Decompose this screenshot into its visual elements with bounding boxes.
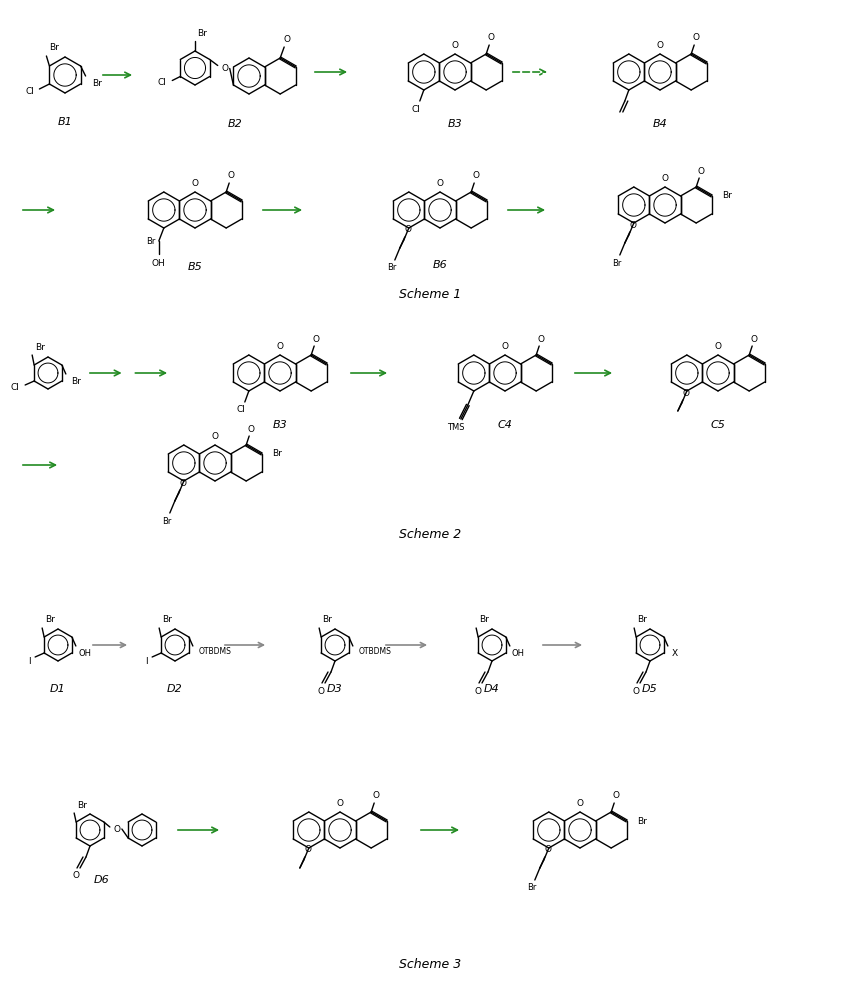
Text: D6: D6 bbox=[94, 875, 110, 885]
Text: Br: Br bbox=[50, 43, 59, 52]
Text: O: O bbox=[247, 424, 254, 434]
Text: O: O bbox=[192, 179, 198, 188]
Text: Br: Br bbox=[612, 258, 622, 267]
Text: Br: Br bbox=[162, 516, 172, 526]
Text: O: O bbox=[337, 799, 344, 808]
Text: B6: B6 bbox=[433, 260, 448, 270]
Text: Br: Br bbox=[162, 615, 172, 624]
Text: B5: B5 bbox=[187, 262, 203, 272]
Text: I: I bbox=[27, 656, 30, 666]
Text: O: O bbox=[452, 41, 459, 50]
Text: OTBDMS: OTBDMS bbox=[198, 648, 231, 656]
Text: B2: B2 bbox=[228, 119, 242, 129]
Text: Br: Br bbox=[387, 263, 397, 272]
Text: Br: Br bbox=[637, 615, 647, 624]
Text: C4: C4 bbox=[497, 420, 513, 430]
Text: O: O bbox=[576, 799, 583, 808]
Text: O: O bbox=[698, 166, 704, 176]
Text: D5: D5 bbox=[643, 684, 658, 694]
Text: Br: Br bbox=[479, 615, 489, 624]
Text: C5: C5 bbox=[710, 420, 726, 430]
Text: O: O bbox=[113, 824, 120, 834]
Text: OH: OH bbox=[152, 258, 166, 267]
Text: B4: B4 bbox=[653, 119, 667, 129]
Text: O: O bbox=[405, 226, 411, 234]
Text: I: I bbox=[145, 656, 148, 666]
Text: D4: D4 bbox=[484, 684, 500, 694]
Text: Br: Br bbox=[35, 342, 45, 352]
Text: O: O bbox=[277, 342, 283, 351]
Text: B1: B1 bbox=[58, 117, 72, 127]
Text: O: O bbox=[751, 334, 758, 344]
Text: O: O bbox=[656, 41, 663, 50]
Text: OH: OH bbox=[511, 648, 524, 658]
Text: B3: B3 bbox=[448, 119, 462, 129]
Text: Scheme 2: Scheme 2 bbox=[399, 528, 461, 542]
Text: O: O bbox=[682, 388, 689, 397]
Text: Br: Br bbox=[722, 192, 732, 200]
Text: O: O bbox=[612, 792, 619, 800]
Text: D2: D2 bbox=[168, 684, 183, 694]
Text: B3: B3 bbox=[272, 420, 288, 430]
Text: O: O bbox=[545, 846, 551, 854]
Text: TMS: TMS bbox=[447, 422, 465, 432]
Text: D1: D1 bbox=[50, 684, 66, 694]
Text: Scheme 3: Scheme 3 bbox=[399, 958, 461, 972]
Text: Br: Br bbox=[637, 816, 647, 826]
Text: O: O bbox=[222, 64, 228, 73]
Text: O: O bbox=[474, 686, 482, 696]
Text: Cl: Cl bbox=[158, 78, 167, 87]
Text: O: O bbox=[488, 33, 495, 42]
Text: O: O bbox=[283, 34, 290, 43]
Text: Br: Br bbox=[322, 615, 332, 624]
Text: Scheme 1: Scheme 1 bbox=[399, 288, 461, 302]
Text: O: O bbox=[180, 479, 186, 488]
Text: O: O bbox=[304, 846, 311, 854]
Text: O: O bbox=[313, 334, 320, 344]
Text: O: O bbox=[630, 221, 637, 230]
Text: O: O bbox=[715, 342, 722, 351]
Text: Br: Br bbox=[527, 884, 537, 892]
Text: OH: OH bbox=[78, 648, 91, 658]
Text: O: O bbox=[538, 334, 545, 344]
Text: D3: D3 bbox=[327, 684, 343, 694]
Text: Br: Br bbox=[146, 236, 155, 245]
Text: Cl: Cl bbox=[236, 406, 246, 414]
Text: O: O bbox=[318, 686, 325, 696]
Text: O: O bbox=[228, 172, 235, 180]
Text: Br: Br bbox=[77, 800, 87, 810]
Text: O: O bbox=[72, 871, 80, 880]
Text: Br: Br bbox=[92, 80, 101, 89]
Text: O: O bbox=[436, 179, 443, 188]
Text: Cl: Cl bbox=[10, 382, 20, 391]
Text: OTBDMS: OTBDMS bbox=[358, 648, 392, 656]
Text: Br: Br bbox=[271, 450, 282, 458]
Text: Br: Br bbox=[71, 377, 81, 386]
Text: Cl: Cl bbox=[411, 104, 420, 113]
Text: O: O bbox=[373, 792, 380, 800]
Text: Br: Br bbox=[197, 28, 207, 37]
Text: O: O bbox=[632, 686, 639, 696]
Text: X: X bbox=[672, 648, 678, 658]
Text: Br: Br bbox=[46, 615, 55, 624]
Text: O: O bbox=[661, 174, 668, 183]
Text: O: O bbox=[472, 172, 479, 180]
Text: O: O bbox=[502, 342, 509, 351]
Text: O: O bbox=[692, 33, 700, 42]
Text: Cl: Cl bbox=[26, 87, 35, 96]
Text: O: O bbox=[211, 432, 218, 441]
